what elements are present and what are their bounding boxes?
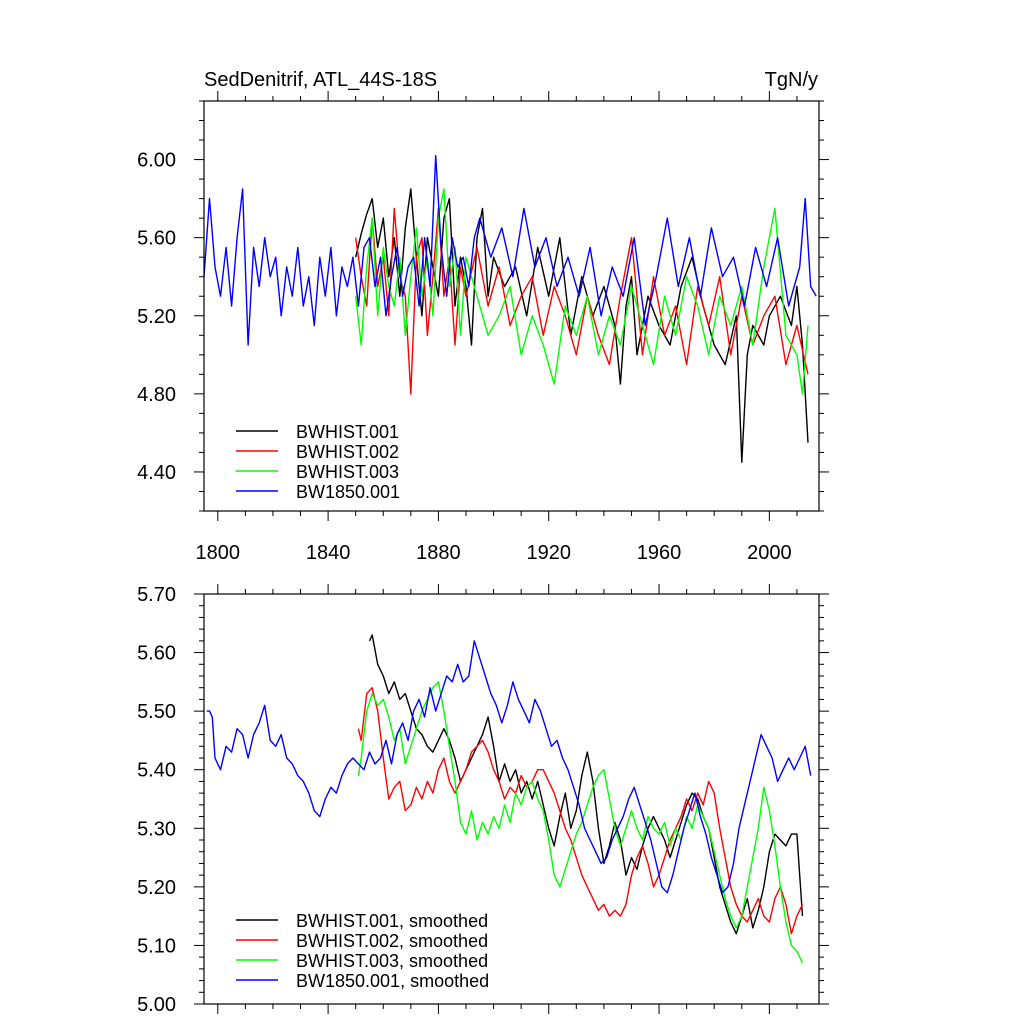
x-tick-label: 2000 <box>747 542 792 564</box>
top-plot-series <box>203 154 817 463</box>
x-tick-label: 1960 <box>637 542 682 564</box>
y-tick-label: 5.60 <box>137 228 176 250</box>
legend-label: BWHIST.002, smoothed <box>296 931 488 951</box>
bottom-plot-series <box>206 634 812 964</box>
legend-label: BWHIST.003 <box>296 462 399 482</box>
y-tick-label: 5.40 <box>137 760 176 782</box>
x-tick-label: 1840 <box>306 542 351 564</box>
y-tick-label: 5.20 <box>137 306 176 328</box>
y-tick-label: 4.40 <box>137 462 176 484</box>
legend-label: BWHIST.001 <box>296 422 399 442</box>
top-plot: SedDenitrif, ATL_44S-18S TgN/y 4.40 4.80 5… <box>137 69 829 564</box>
series-line-0 <box>355 188 809 463</box>
y-tick-label: 6.00 <box>137 150 176 172</box>
top-plot-ticks: 4.40 4.80 5.20 5.60 6.00 1800 1840 1880 1920 1960… <box>137 91 829 564</box>
legend-label: BW1850.001, smoothed <box>296 971 489 991</box>
y-tick-label: 5.50 <box>137 701 176 723</box>
series-line-3 <box>203 154 817 346</box>
y-tick-label: 5.60 <box>137 643 176 665</box>
y-tick-label: 5.20 <box>137 877 176 899</box>
x-tick-label: 1880 <box>416 542 461 564</box>
legend-label: BWHIST.002 <box>296 442 399 462</box>
series-line-2 <box>357 681 804 964</box>
legend-label: BWHIST.003, smoothed <box>296 951 488 971</box>
x-tick-label: 1920 <box>526 542 571 564</box>
top-plot-units: TgN/y <box>765 69 818 91</box>
series-line-2 <box>355 188 809 395</box>
bottom-plot-frame <box>203 593 820 1005</box>
legend-label: BW1850.001 <box>296 482 400 502</box>
top-plot-title: SedDenitrif, ATL_44S-18S <box>204 69 437 91</box>
bottom-plot: 5.00 5.10 5.20 5.30 5.40 5.50 5.60 5.70 BWHIST.… <box>137 584 829 1016</box>
series-line-0 <box>368 634 804 935</box>
series-line-1 <box>357 687 804 935</box>
bottom-plot-ticks: 5.00 5.10 5.20 5.30 5.40 5.50 5.60 5.70 <box>137 584 829 1016</box>
y-tick-label: 5.70 <box>137 584 176 606</box>
legend-label: BWHIST.001, smoothed <box>296 911 488 931</box>
y-tick-label: 5.10 <box>137 935 176 957</box>
y-tick-label: 5.00 <box>137 994 176 1016</box>
y-tick-label: 5.30 <box>137 818 176 840</box>
x-tick-label: 1800 <box>196 542 241 564</box>
top-plot-frame <box>203 100 820 512</box>
series-line-3 <box>206 640 812 894</box>
y-tick-label: 4.80 <box>137 384 176 406</box>
